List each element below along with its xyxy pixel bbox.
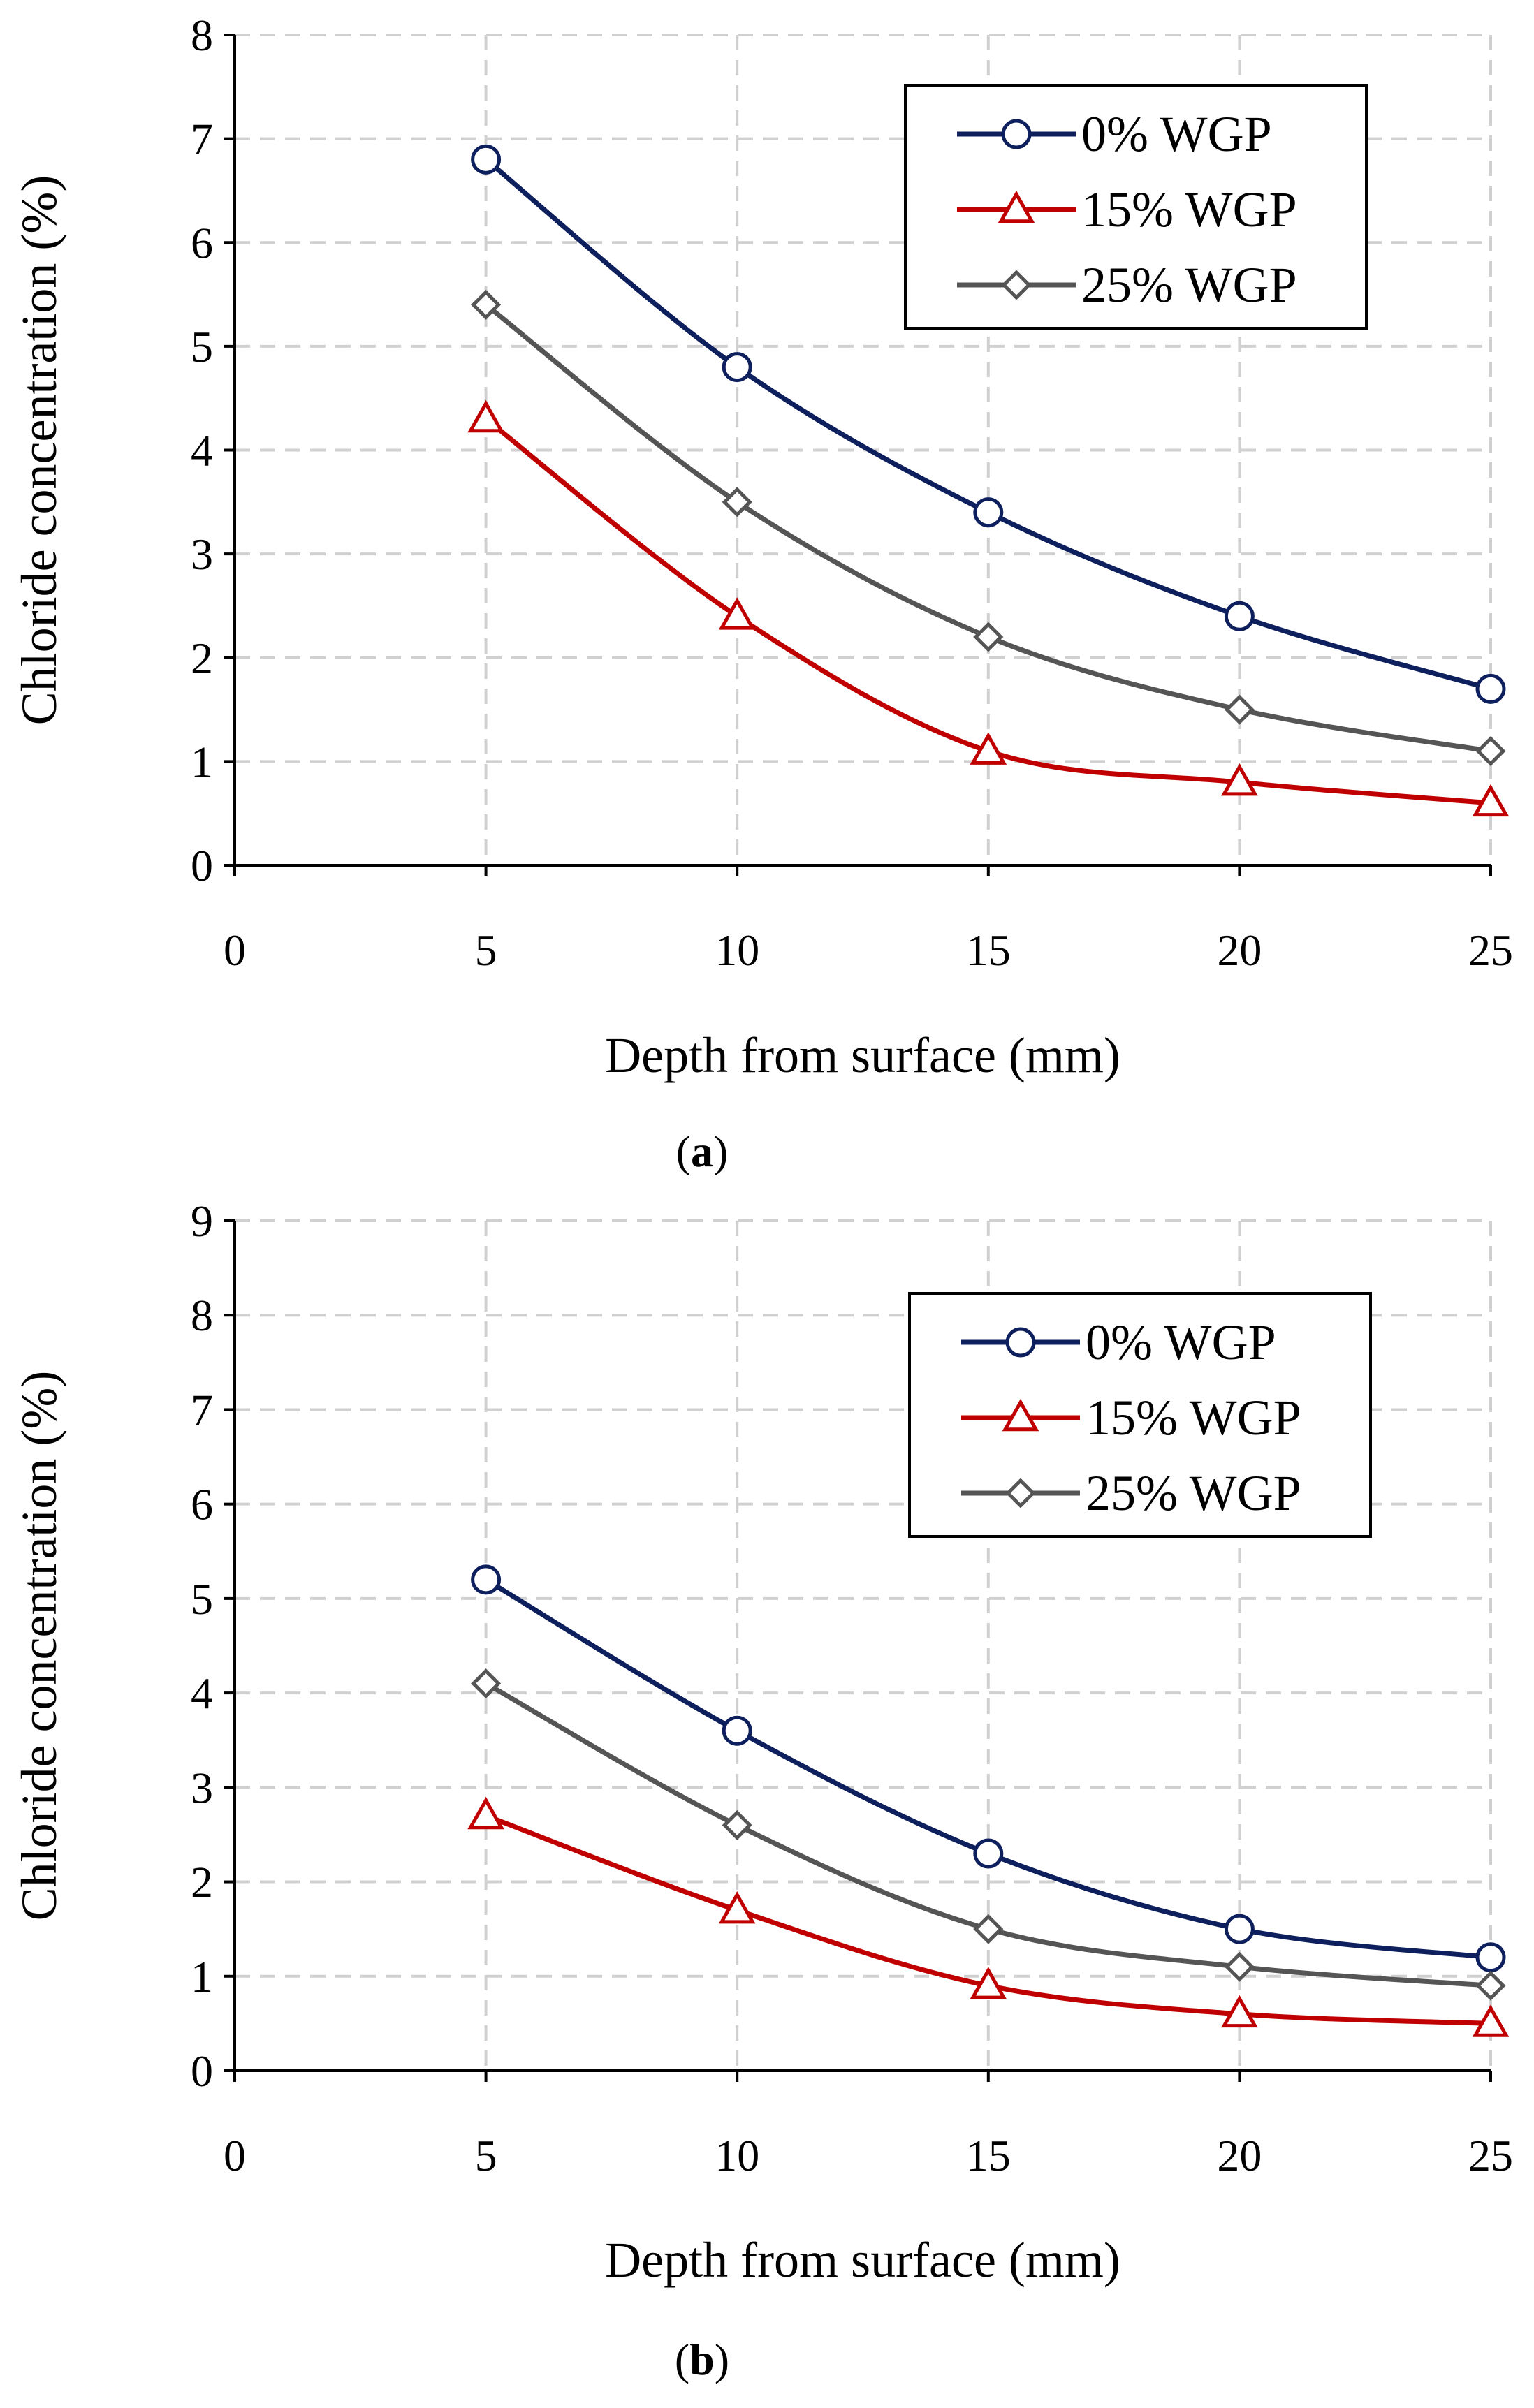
data-point-circle [471,144,502,175]
data-point-circle [1224,601,1255,631]
y-tick-label: 6 [191,1480,213,1529]
x-tick-label: 25 [1468,2131,1513,2180]
data-point-diamond [1224,694,1255,725]
x-tick-label: 5 [475,925,497,975]
y-tick-label: 9 [191,1196,213,1246]
data-point-diamond [722,1809,752,1840]
legend-label: 0% WGP [1086,1314,1276,1370]
y-tick-label: 0 [191,2046,213,2096]
figure-caption: (b) [675,2335,729,2384]
data-point-diamond [1475,735,1506,767]
data-point-diamond [1475,1970,1506,2001]
y-tick-label: 1 [191,1952,213,2002]
legend-label: 15% WGP [1081,182,1297,237]
data-point-diamond [973,622,1004,652]
x-tick-label: 0 [224,2131,246,2180]
legend-marker-triangle [998,190,1035,223]
figure-caption: (a) [676,1126,729,1176]
data-point-triangle [1472,2004,1510,2037]
data-point-triangle [1221,763,1258,796]
legend-box [904,84,1368,330]
legend-label: 0% WGP [1081,106,1272,162]
caption-close: ) [713,1126,728,1176]
y-tick-label: 0 [191,841,213,890]
y-tick-label: 3 [191,529,213,579]
caption-letter: a [691,1126,713,1176]
data-point-triangle [970,1967,1007,1999]
series-0-wgp [471,1564,1506,1973]
data-point-diamond [722,487,752,517]
data-point-circle [973,497,1004,528]
y-tick-label: 5 [191,322,213,372]
data-point-triangle [1221,1995,1258,2028]
y-tick-label: 3 [191,1763,213,1812]
data-point-triangle [718,597,756,630]
y-tick-label: 4 [191,426,213,476]
legend-label: 25% WGP [1086,1465,1301,1521]
caption-open: ( [676,1126,691,1176]
x-tick-label: 0 [224,925,246,975]
y-tick-label: 7 [191,1385,213,1434]
x-tick-label: 20 [1217,2131,1262,2180]
x-tick-label: 20 [1217,925,1262,975]
series-25-wgp [471,1668,1506,2001]
legend-marker-diamond [1005,1478,1036,1508]
legend-box [908,1292,1372,1538]
y-tick-label: 8 [191,10,213,60]
legend: 0% WGP 15% WGP 25% WGP [908,1292,1372,1538]
x-tick-label: 15 [966,925,1011,975]
x-tick-label: 5 [475,2131,497,2180]
series-15-wgp [467,399,1510,817]
y-tick-label: 1 [191,737,213,786]
legend-marker-circle [1001,119,1032,149]
data-point-circle [722,1715,752,1746]
data-point-triangle [1472,784,1510,817]
legend-marker-triangle [1002,1398,1039,1432]
caption-letter: b [689,2335,715,2384]
chart-a: 0 1 2 3 4 5 6 7 8 0 5 10 15 20 25 Depth from surface (m… [11,10,1513,1176]
data-point-circle [973,1838,1004,1869]
y-tick-label: 4 [191,1668,213,1718]
y-tick-label: 5 [191,1574,213,1624]
y-tick-label: 2 [191,1858,213,1907]
data-point-diamond [471,1668,502,1699]
x-axis-label: Depth from surface (mm) [605,2232,1120,2288]
data-point-diamond [1224,1951,1255,1982]
x-tick-label: 10 [715,2131,759,2180]
caption-close: ) [715,2335,729,2384]
data-point-circle [471,1564,502,1595]
y-axis-label: Chloride concentration (%) [11,1371,67,1921]
data-point-triangle [467,1796,504,1830]
y-tick-label: 2 [191,633,213,683]
data-point-diamond [471,289,502,320]
data-point-circle [722,352,752,383]
caption-open: ( [675,2335,689,2384]
x-axis-label: Depth from surface (mm) [605,1027,1120,1083]
data-point-circle [1224,1914,1255,1944]
data-point-triangle [970,732,1007,765]
legend-label: 15% WGP [1086,1390,1301,1446]
series-line [484,417,1491,806]
y-tick-label: 8 [191,1291,213,1340]
data-point-diamond [973,1914,1004,1944]
x-tick-label: 15 [966,2131,1011,2180]
x-tick-label: 10 [715,925,759,975]
series-0-wgp [471,144,1506,704]
y-tick-label: 7 [191,115,213,164]
legend-marker-circle [1005,1327,1036,1358]
series-25-wgp [471,289,1506,767]
x-tick-label: 25 [1468,925,1513,975]
chart-b: 0 1 2 3 4 5 6 7 8 9 0 5 10 15 20 25 Depth from surface (… [11,1196,1513,2384]
legend: 0% WGP 15% WGP 25% WGP [904,84,1368,330]
data-point-triangle [467,399,504,433]
data-point-triangle [718,1891,756,1924]
data-point-circle [1475,1942,1506,1973]
y-axis-label: Chloride concentration (%) [11,175,67,726]
data-point-circle [1475,673,1506,704]
legend-label: 25% WGP [1081,257,1297,313]
legend-marker-diamond [1001,270,1032,300]
y-tick-label: 6 [191,218,213,267]
series-15-wgp [467,1796,1510,2037]
